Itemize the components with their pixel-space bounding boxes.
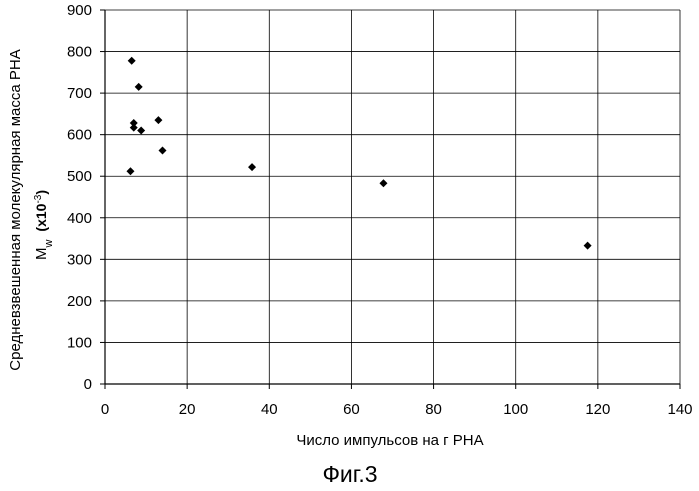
y-axis-unit-close: ) xyxy=(33,190,49,195)
y-tick-label-400: 400 xyxy=(67,210,92,227)
data-point-4 xyxy=(130,124,138,132)
data-point-11 xyxy=(584,242,592,250)
data-points xyxy=(126,57,591,250)
y-axis-symbol-m: M xyxy=(33,248,50,261)
data-point-1 xyxy=(128,57,136,65)
x-tick-label-0: 0 xyxy=(101,401,109,418)
y-tick-labels: 0 100 200 300 400 500 600 700 800 900 xyxy=(67,2,92,393)
y-tick-label-900: 900 xyxy=(67,2,92,19)
y-tick-label-100: 100 xyxy=(67,334,92,351)
y-axis-unit-text: Mw(x10-3) xyxy=(33,190,56,260)
data-point-5 xyxy=(137,127,145,135)
x-tick-label-140: 140 xyxy=(667,401,692,418)
y-tick-label-300: 300 xyxy=(67,251,92,268)
y-axis-unit-multiplier: (x10 xyxy=(33,203,49,231)
y-axis-symbol-w: w xyxy=(43,240,55,249)
x-tick-labels: 0 20 40 60 80 100 120 140 xyxy=(101,401,693,418)
data-point-9 xyxy=(248,163,256,171)
x-tick-label-100: 100 xyxy=(503,401,528,418)
data-point-2 xyxy=(135,83,143,91)
y-axis-title-line1: Средневзвешенная молекулярная масса PHA xyxy=(7,49,24,370)
y-axis-unit: Mw(x10-3) xyxy=(33,190,56,260)
x-tick-label-20: 20 xyxy=(179,401,196,418)
data-point-10 xyxy=(379,179,387,187)
data-point-6 xyxy=(154,116,162,124)
y-tick-label-200: 200 xyxy=(67,293,92,310)
x-tick-label-80: 80 xyxy=(425,401,442,418)
y-tick-label-800: 800 xyxy=(67,44,92,61)
x-tick-label-40: 40 xyxy=(261,401,278,418)
x-tick-label-60: 60 xyxy=(343,401,360,418)
figure-caption: Фиг.3 xyxy=(322,461,377,487)
grid-lines xyxy=(105,10,680,384)
data-point-7 xyxy=(159,146,167,154)
y-tick-label-500: 500 xyxy=(67,168,92,185)
y-tick-label-0: 0 xyxy=(84,376,92,393)
data-point-8 xyxy=(126,167,134,175)
y-axis-title: Средневзвешенная молекулярная масса PHA xyxy=(7,49,24,370)
y-tick-label-600: 600 xyxy=(67,127,92,144)
y-tick-label-700: 700 xyxy=(67,85,92,102)
x-axis-title: Число импульсов на г PHA xyxy=(296,432,483,449)
x-tick-label-120: 120 xyxy=(585,401,610,418)
